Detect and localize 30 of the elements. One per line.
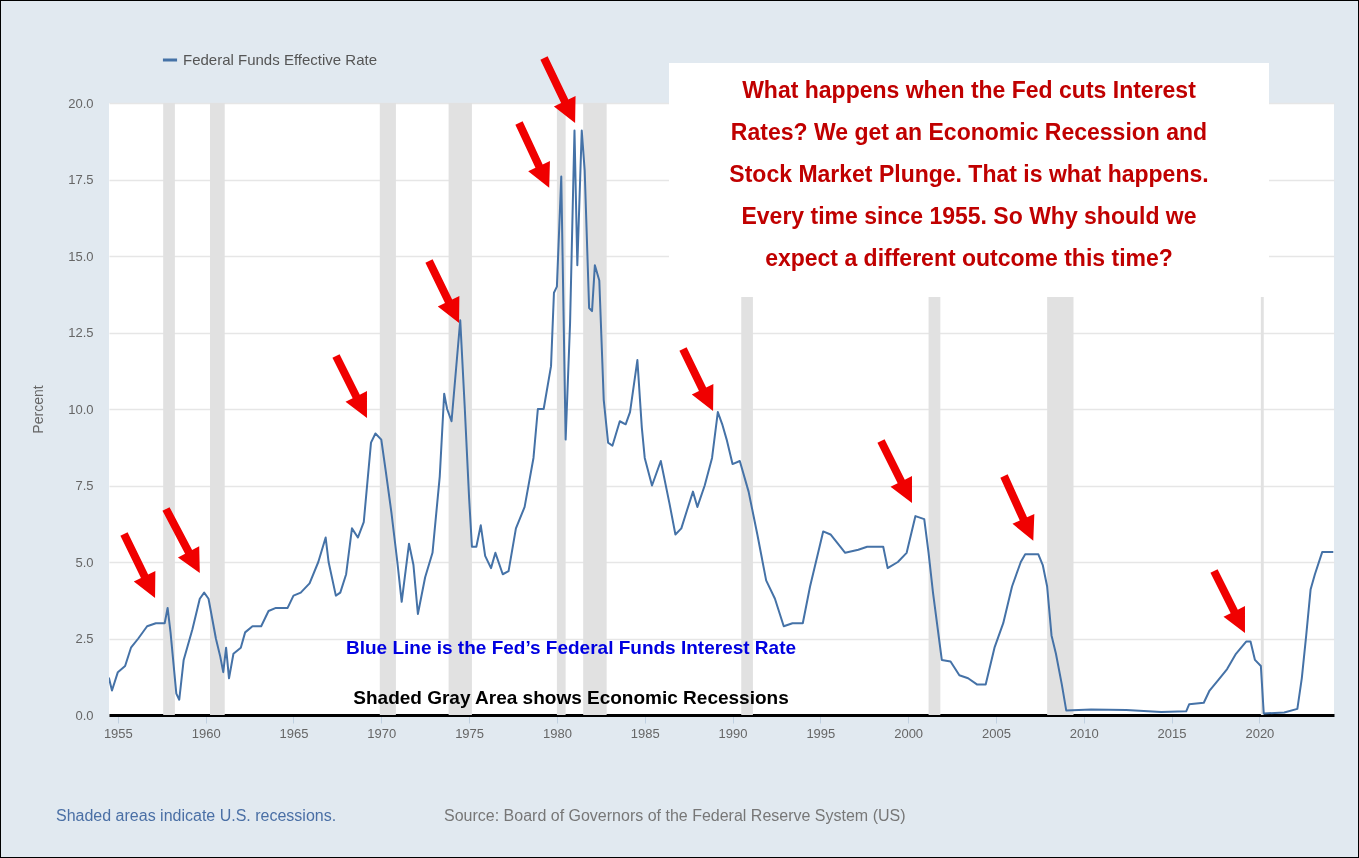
x-tick-label: 1975 (455, 725, 485, 741)
y-tick-label: 7.5 (75, 478, 94, 493)
y-tick-label: 5.0 (75, 554, 94, 570)
x-tick-label: 1990 (718, 725, 748, 741)
x-tick-label: 1965 (279, 725, 309, 741)
x-tick-label: 2010 (1069, 725, 1099, 741)
x-tick-label: 1995 (806, 725, 836, 741)
note-box: What happens when the Fed cuts Interest Rates? We get an Economic Recession and Stock Market Plunge. That is what happens. Every time since 1955. So Why should we expect a different outcome this time? (669, 63, 1269, 297)
annotation: Blue Line is the Fed’s Federal Funds Interest Rate (344, 637, 798, 659)
text: Shaded areas indicate U.S. recessions. (56, 807, 337, 825)
y-tick-label: 17.5 (68, 172, 94, 187)
source-note: Source: Board of Governors of the Federal Reserve System (US) (444, 807, 906, 825)
x-tick-label: 1970 (367, 725, 397, 741)
x-tick-label: 1960 (191, 725, 221, 741)
x-tick-label: 2020 (1245, 725, 1275, 741)
x-tick-label: 1955 (103, 725, 133, 741)
x-tick-label: 2015 (1157, 725, 1187, 741)
x-tick-label: 1985 (630, 725, 660, 741)
x-tick-label: 2005 (982, 725, 1011, 741)
y-tick-label: 10.0 (68, 401, 94, 417)
y-tick-label: 20.0 (68, 95, 94, 111)
x-tick-label: 1980 (542, 725, 572, 741)
y-tick-label: 12.5 (68, 325, 94, 340)
y-tick-label: 2.5 (75, 631, 94, 646)
y-axis-title: Percent (30, 385, 47, 434)
y-tick-label: 0.0 (75, 707, 94, 723)
legend-label: Federal Funds Effective Rate (183, 51, 377, 68)
annotation: Shaded Gray Area shows Economic Recessions (352, 687, 790, 709)
y-tick-label: 15.0 (68, 248, 94, 264)
x-tick-label: 2000 (894, 725, 924, 741)
